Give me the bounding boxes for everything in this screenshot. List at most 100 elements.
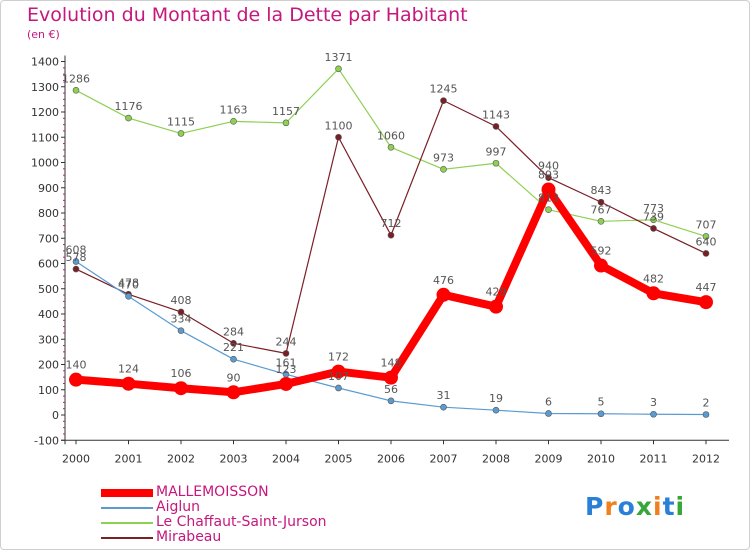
y-tick-label: 900: [38, 182, 59, 195]
x-tick-label: 2005: [325, 452, 353, 465]
series-line: [75, 68, 707, 238]
data-label: 1286: [62, 72, 90, 85]
data-label: 739: [643, 210, 664, 223]
data-label: 6: [545, 395, 552, 408]
x-tick-label: 2007: [430, 452, 458, 465]
y-tick-label: 700: [38, 232, 59, 245]
legend-swatch: [101, 489, 153, 497]
data-point: [384, 370, 398, 385]
data-label: 56: [384, 383, 398, 396]
x-tick-label: 2002: [167, 452, 195, 465]
data-point: [72, 265, 80, 273]
data-label: 1245: [430, 83, 458, 96]
data-label: 148: [381, 357, 402, 370]
logo-letter: P: [585, 492, 605, 521]
data-point: [597, 410, 605, 418]
data-label: 893: [538, 169, 559, 182]
data-point: [230, 339, 237, 347]
y-tick-label: 100: [38, 384, 59, 397]
data-label: 123: [276, 363, 297, 376]
data-point: [702, 250, 710, 257]
data-label: 106: [171, 367, 192, 380]
data-point: [226, 385, 241, 400]
data-point: [440, 166, 447, 173]
data-point: [335, 133, 342, 141]
data-label: 470: [118, 278, 139, 291]
data-point: [282, 119, 290, 127]
data-point: [702, 411, 710, 418]
data-point: [436, 287, 451, 302]
data-label: 1115: [167, 115, 195, 128]
data-label: 767: [591, 203, 612, 216]
data-point: [282, 350, 290, 357]
x-tick-label: 2009: [535, 452, 563, 465]
data-point: [335, 384, 342, 392]
logo-letter: x: [635, 492, 653, 521]
x-tick-label: 2010: [587, 452, 615, 465]
data-point: [279, 376, 293, 391]
data-point: [545, 206, 552, 214]
data-label: 161: [276, 356, 297, 369]
data-point: [492, 159, 500, 167]
data-label: 707: [696, 218, 717, 231]
data-label: 773: [643, 202, 664, 215]
x-tick-label: 2003: [220, 452, 248, 465]
data-point: [492, 123, 500, 130]
data-point: [72, 258, 80, 265]
data-point: [387, 144, 395, 151]
data-point: [177, 327, 185, 334]
data-point: [597, 218, 605, 225]
x-tick-label: 2006: [377, 452, 405, 465]
legend-label: Le Chaffaut-Saint-Jurson: [156, 514, 327, 530]
data-label: 2: [703, 396, 710, 409]
data-label: 31: [437, 389, 451, 402]
data-label: 140: [66, 359, 87, 372]
y-tick-label: 1200: [31, 106, 59, 119]
data-point: [125, 293, 132, 300]
data-label: 244: [276, 335, 297, 348]
data-point: [335, 65, 342, 73]
data-point: [489, 299, 503, 314]
data-label: 940: [538, 160, 559, 173]
data-label: 640: [696, 235, 717, 248]
data-label: 408: [171, 294, 192, 307]
chart-subtitle: (en €): [27, 28, 60, 41]
data-label: 843: [591, 184, 612, 197]
data-point: [177, 130, 185, 137]
data-point: [174, 381, 188, 396]
data-point: [650, 216, 657, 224]
data-point: [440, 403, 447, 411]
data-label: 5: [598, 396, 605, 409]
logo-letter: t: [662, 492, 676, 521]
data-label: 334: [171, 313, 192, 326]
data-point: [545, 410, 552, 417]
data-point: [541, 182, 556, 197]
logo-letter: i: [675, 492, 686, 521]
x-tick-label: 2008: [482, 452, 510, 465]
chart-title: Evolution du Montant de la Dette par Hab…: [27, 4, 468, 26]
legend-label: Mirabeau: [156, 529, 222, 545]
data-point: [650, 410, 657, 418]
data-point: [125, 114, 132, 122]
data-point: [440, 97, 447, 104]
logo-letter: r: [604, 492, 618, 521]
y-tick-label: 300: [38, 333, 59, 346]
y-tick-label: 400: [38, 308, 59, 321]
data-label: 578: [66, 251, 87, 264]
y-tick-label: 1400: [31, 56, 59, 69]
legend-swatch: [101, 522, 153, 524]
proxiti-logo: Proxiti: [585, 492, 685, 521]
data-point: [545, 174, 552, 181]
data-label: 813: [538, 192, 559, 205]
data-point: [230, 118, 237, 125]
data-label: 19: [489, 392, 503, 405]
data-label: 172: [328, 351, 349, 364]
y-tick-label: -100: [34, 434, 59, 447]
data-point: [702, 233, 710, 240]
data-point: [121, 376, 136, 391]
data-label: 1060: [377, 129, 405, 142]
data-label: 3: [650, 396, 657, 409]
y-tick-label: 500: [38, 283, 59, 296]
data-point: [177, 308, 185, 316]
